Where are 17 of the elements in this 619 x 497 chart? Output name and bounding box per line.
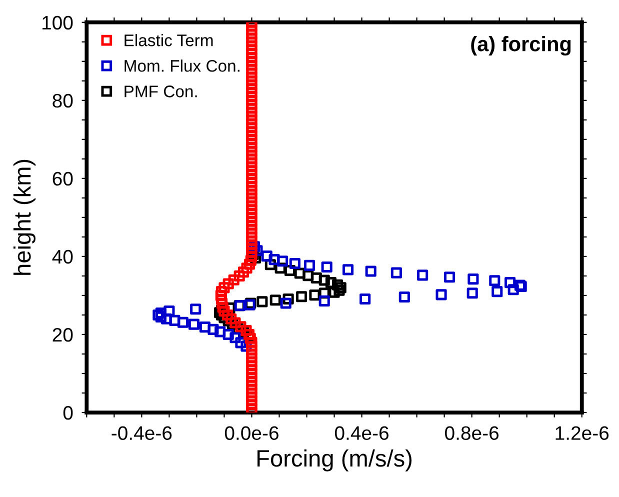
y-axis-title: height (km)	[13, 160, 36, 275]
legend-label: Mom. Flux Con.	[124, 60, 240, 72]
text: (a) forcing	[471, 36, 571, 56]
legend-label: Elastic Term	[124, 34, 213, 46]
y-tick-label: 20	[52, 328, 73, 342]
y-tick-label: 60	[52, 172, 73, 186]
x-axis-title: Forcing (m/s/s)	[257, 449, 412, 472]
y-tick-label: 0	[63, 406, 73, 420]
x-tick-label: 1.2e-6	[556, 426, 609, 440]
legend-label: PMF Con.	[124, 86, 197, 98]
x-tick-label: 0.8e-6	[445, 426, 499, 440]
y-tick-label: 40	[52, 250, 73, 264]
y-tick-label: 80	[52, 94, 73, 108]
x-tick-label: 0.0e-6	[224, 426, 278, 440]
x-tick-label: 0.4e-6	[334, 426, 388, 440]
y-tick-label: 100	[42, 16, 73, 30]
x-tick-label: -0.4e-6	[112, 426, 172, 440]
